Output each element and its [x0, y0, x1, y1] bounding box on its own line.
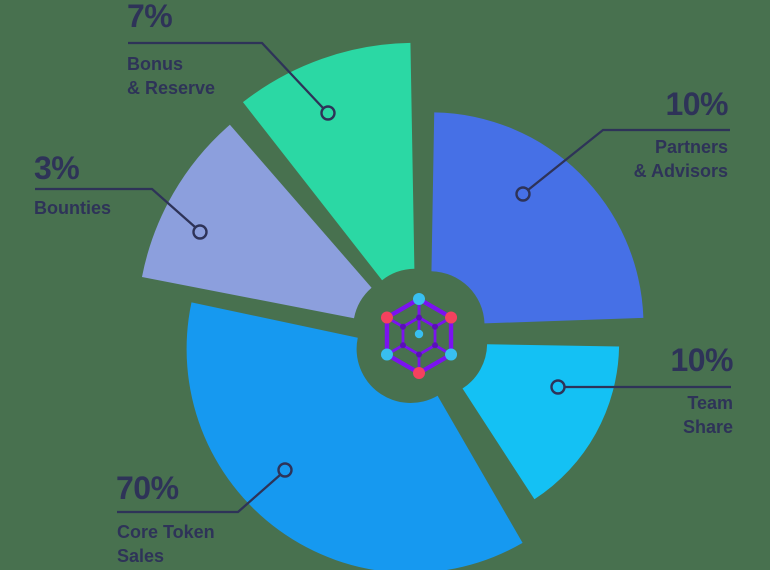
callout-partners-label-line1: Partners: [654, 137, 728, 157]
pie-slice-bounties: [141, 124, 372, 319]
callout-team-label: Team Share: [683, 391, 733, 440]
center-logo: [380, 293, 458, 379]
callout-core-label: Core Token Sales: [117, 520, 215, 569]
callout-partners-label: Partners & Advisors: [634, 135, 728, 184]
callout-core-percent: 70%: [116, 470, 179, 506]
callout-bonus-label-line1: Bonus: [127, 54, 183, 74]
leader-line-bounties: [35, 187, 196, 228]
callout-partners-percent: 10%: [665, 86, 728, 122]
logo-node-red: [445, 311, 458, 324]
callout-team-label-line1: Team: [687, 393, 733, 413]
callout-bonus-label: Bonus & Reserve: [127, 52, 215, 101]
pie-slice-core: [186, 302, 523, 570]
leader-line-bonus: [128, 41, 324, 109]
logo-node-red: [413, 367, 425, 379]
pie-slice-partners: [431, 112, 644, 324]
pie-slice-team: [462, 344, 620, 500]
logo-node-cyan: [413, 293, 425, 305]
callout-team-label-line2: Share: [682, 417, 733, 438]
leader-line-core: [117, 474, 281, 514]
leader-dot-bonus: [320, 105, 336, 121]
callout-core-label-line1: Core Token: [117, 522, 215, 542]
callout-core-label-line2: Sales: [117, 546, 165, 567]
callout-bonus-label-line2: & Reserve: [127, 78, 216, 99]
logo-node-cyan: [445, 348, 458, 361]
leader-line-partners: [527, 128, 730, 191]
logo-node-cyan: [380, 348, 393, 361]
callout-partners-label-line2: & Advisors: [633, 161, 728, 182]
pie-slice-bonus: [242, 42, 415, 281]
callout-team-percent: 10%: [670, 342, 733, 378]
callout-bounties-percent: 3%: [34, 150, 80, 186]
callout-bonus-percent: 7%: [127, 0, 173, 34]
leader-dot-core: [277, 462, 293, 478]
leader-dot-bounties: [192, 224, 208, 240]
logo-node-red: [380, 311, 393, 324]
callout-bounties-label: Bounties: [34, 196, 111, 220]
leader-dot-partners: [515, 186, 531, 202]
logo-center-node: [414, 329, 424, 339]
callout-bounties-label-line1: Bounties: [34, 198, 112, 218]
leader-dot-team: [550, 379, 566, 395]
